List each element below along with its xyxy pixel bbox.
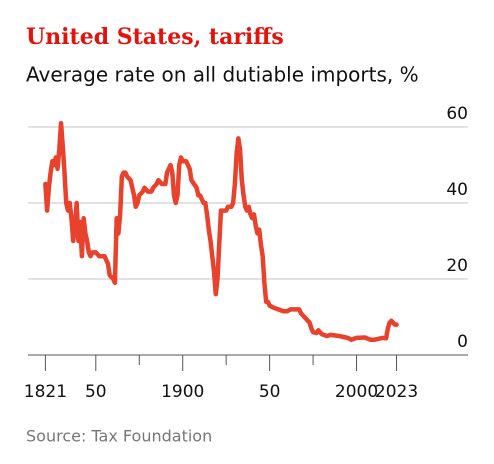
y-tick-label: 60 [446,104,468,124]
source: Source: Tax Foundation [26,427,212,446]
chart-title: United States, tariffs [26,24,284,50]
series-line [43,120,399,343]
y-tick-label: 20 [446,256,468,276]
y-tick-label: 40 [446,180,468,200]
x-tick-label: 2023 [375,382,418,402]
x-tick-label: 50 [85,382,107,402]
y-tick-label: 0 [457,332,468,352]
x-tick-label: 1821 [24,382,67,402]
x-tick-label: 50 [259,382,281,402]
x-tick-label: 2000 [335,382,378,402]
x-tick-label: 1900 [161,382,204,402]
chart-subtitle: Average rate on all dutiable imports, % [26,63,419,87]
